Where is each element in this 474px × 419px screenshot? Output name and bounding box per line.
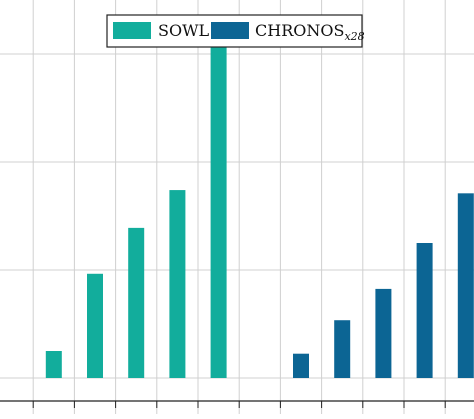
bar-sowl-4 [169,190,186,378]
vertical-gridlines [32,0,446,414]
legend-label-chronos: CHRONOSx28 [255,21,365,43]
legend-label-sowl: SOWL [158,21,210,40]
bar-chronos-3 [375,288,392,378]
legend-label-chronos-name: CHRONOS [255,21,344,40]
legend: SOWL CHRONOSx28 [106,14,365,48]
bar-series [45,43,474,378]
bar-sowl-3 [128,227,145,378]
bar-chronos-2 [334,320,351,378]
bar-chronos-4 [416,243,433,378]
legend-label-chronos-subscript: x28 [344,30,364,43]
bar-chronos-1 [293,353,309,378]
bar-sowl-5 [210,43,227,378]
legend-swatch-chronos [211,22,249,39]
bar-sowl-1 [45,351,62,378]
legend-swatch-sowl [113,22,151,39]
bar-chronos-5 [457,193,474,378]
bar-sowl-2 [87,273,103,378]
horizontal-gridlines [0,53,474,379]
x-axis [0,400,474,408]
